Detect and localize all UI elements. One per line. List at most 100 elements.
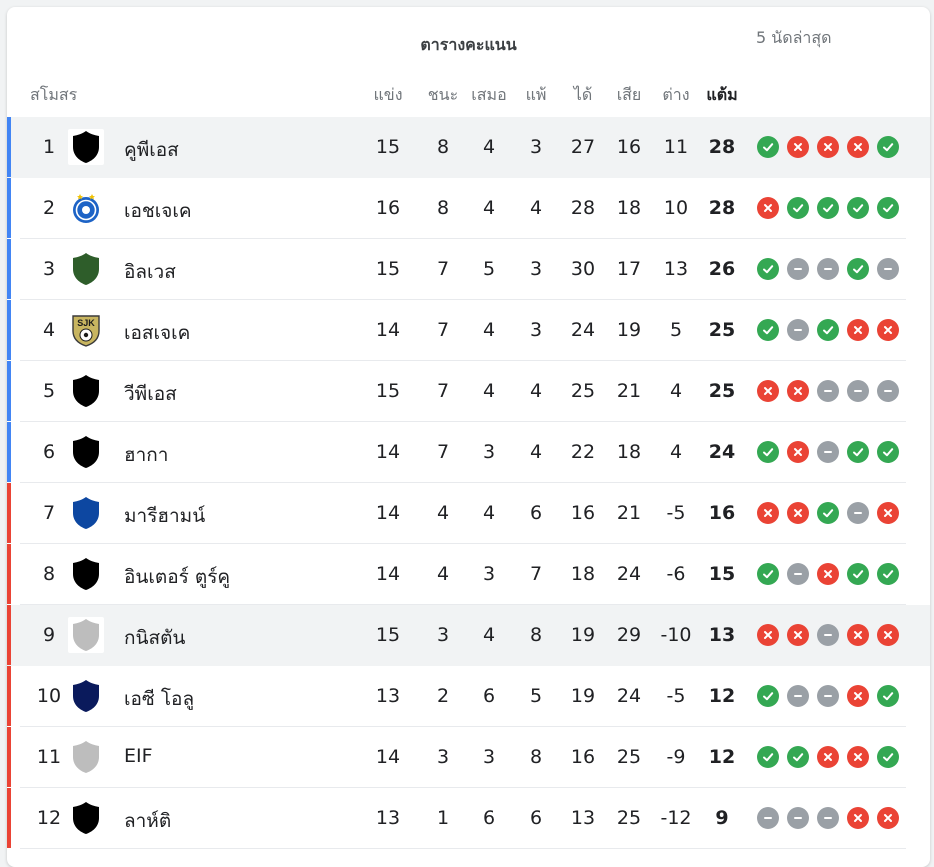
team-name[interactable]: ฮากา: [124, 444, 169, 466]
draw-icon[interactable]: [847, 380, 869, 402]
loss-icon[interactable]: [817, 563, 839, 585]
win-icon[interactable]: [757, 136, 779, 158]
won-cell: 7: [436, 258, 450, 280]
loss-icon[interactable]: [787, 624, 809, 646]
table-row[interactable]: 2 เอชเจเค 16 8 4 4 28 18 10 28: [7, 178, 930, 239]
win-icon[interactable]: [877, 563, 899, 585]
points-cell: 12: [708, 746, 736, 768]
header-points[interactable]: แต้ม: [706, 85, 738, 104]
loss-icon[interactable]: [847, 685, 869, 707]
draw-icon[interactable]: [877, 380, 899, 402]
header-drawn[interactable]: เสมอ: [471, 85, 507, 104]
table-row[interactable]: 1 คูพีเอส 15 8 4 3 27 16 11 28: [7, 117, 930, 178]
loss-icon[interactable]: [847, 136, 869, 158]
win-icon[interactable]: [757, 319, 779, 341]
draw-icon[interactable]: [757, 807, 779, 829]
win-icon[interactable]: [877, 197, 899, 219]
team-name[interactable]: วีพีเอส: [124, 383, 177, 405]
draw-icon[interactable]: [877, 258, 899, 280]
loss-icon[interactable]: [877, 624, 899, 646]
win-icon[interactable]: [757, 746, 779, 768]
team-name[interactable]: อิลเวส: [124, 261, 176, 283]
loss-icon[interactable]: [757, 624, 779, 646]
draw-icon[interactable]: [817, 258, 839, 280]
loss-icon[interactable]: [817, 746, 839, 768]
win-icon[interactable]: [877, 685, 899, 707]
draw-icon[interactable]: [787, 563, 809, 585]
loss-icon[interactable]: [877, 319, 899, 341]
team-name[interactable]: มารีฮามน์: [124, 505, 206, 527]
header-goals-for[interactable]: ได้: [573, 85, 593, 104]
header-played[interactable]: แข่ง: [373, 85, 403, 104]
loss-icon[interactable]: [847, 807, 869, 829]
table-row[interactable]: 10 เอซี โอลู 13 2 6 5 19 24 -5 12: [7, 666, 930, 727]
loss-icon[interactable]: [787, 380, 809, 402]
table-row[interactable]: 3 อิลเวส 15 7 5 3 30 17 13 26: [7, 239, 930, 300]
win-icon[interactable]: [757, 685, 779, 707]
team-name[interactable]: เอซี โอลู: [124, 688, 195, 710]
loss-icon[interactable]: [817, 136, 839, 158]
loss-icon[interactable]: [757, 380, 779, 402]
team-name[interactable]: เอสเจเค: [124, 322, 191, 344]
win-icon[interactable]: [877, 136, 899, 158]
win-icon[interactable]: [817, 197, 839, 219]
win-icon[interactable]: [847, 563, 869, 585]
win-icon[interactable]: [757, 441, 779, 463]
drawn-cell: 3: [482, 563, 496, 585]
loss-icon[interactable]: [757, 197, 779, 219]
loss-icon[interactable]: [877, 807, 899, 829]
win-icon[interactable]: [877, 441, 899, 463]
table-row[interactable]: 6 ฮากา 14 7 3 4 22 18 4 24: [7, 422, 930, 483]
loss-icon[interactable]: [757, 502, 779, 524]
row-divider: [20, 482, 906, 483]
win-icon[interactable]: [877, 746, 899, 768]
header-lost[interactable]: แพ้: [525, 85, 547, 104]
draw-icon[interactable]: [787, 807, 809, 829]
draw-icon[interactable]: [787, 319, 809, 341]
team-name[interactable]: อินเตอร์ ตูร์คู: [124, 566, 231, 588]
header-goal-difference[interactable]: ต่าง: [662, 85, 690, 104]
win-icon[interactable]: [847, 197, 869, 219]
header-club[interactable]: สโมสร: [30, 85, 78, 104]
draw-icon[interactable]: [787, 258, 809, 280]
loss-icon[interactable]: [847, 746, 869, 768]
table-row[interactable]: 12 ลาห์ติ 13 1 6 6 13 25 -12 9: [7, 788, 930, 849]
win-icon[interactable]: [787, 197, 809, 219]
table-row[interactable]: 11 EIF 14 3 3 8 16 25 -9 12: [7, 727, 930, 788]
team-name[interactable]: เอชเจเค: [124, 200, 192, 222]
draw-icon[interactable]: [847, 502, 869, 524]
draw-icon[interactable]: [817, 441, 839, 463]
draw-icon[interactable]: [817, 685, 839, 707]
loss-icon[interactable]: [847, 319, 869, 341]
draw-icon[interactable]: [817, 624, 839, 646]
win-icon[interactable]: [817, 502, 839, 524]
table-row[interactable]: 7 มารีฮามน์ 14 4 4 6 16 21 -5 16: [7, 483, 930, 544]
table-row[interactable]: 9 กนิสตัน 15 3 4 8 19 29 -10 13: [7, 605, 930, 666]
win-icon[interactable]: [847, 441, 869, 463]
table-row[interactable]: 8 อินเตอร์ ตูร์คู 14 4 3 7 18 24 -6 15: [7, 544, 930, 605]
table-row[interactable]: 4 SJK เอสเจเค 14 7 4 3 24 19 5 25: [7, 300, 930, 361]
header-won[interactable]: ชนะ: [427, 85, 459, 104]
zone-indicator: [7, 483, 11, 543]
win-icon[interactable]: [757, 258, 779, 280]
win-icon[interactable]: [757, 563, 779, 585]
win-icon[interactable]: [817, 319, 839, 341]
table-row[interactable]: 5 วีพีเอส 15 7 4 4 25 21 4 25: [7, 361, 930, 422]
loss-icon[interactable]: [787, 502, 809, 524]
lost-cell: 7: [529, 563, 543, 585]
win-icon[interactable]: [847, 258, 869, 280]
team-name[interactable]: EIF: [124, 745, 153, 767]
team-name[interactable]: ลาห์ติ: [124, 810, 172, 832]
loss-icon[interactable]: [787, 136, 809, 158]
draw-icon[interactable]: [787, 685, 809, 707]
loss-icon[interactable]: [877, 502, 899, 524]
win-icon[interactable]: [787, 746, 809, 768]
team-name[interactable]: คูพีเอส: [124, 139, 179, 161]
loss-icon[interactable]: [847, 624, 869, 646]
points-cell: 13: [708, 624, 736, 646]
loss-icon[interactable]: [787, 441, 809, 463]
header-goals-against[interactable]: เสีย: [616, 85, 642, 104]
team-name[interactable]: กนิสตัน: [124, 627, 186, 649]
draw-icon[interactable]: [817, 807, 839, 829]
draw-icon[interactable]: [817, 380, 839, 402]
